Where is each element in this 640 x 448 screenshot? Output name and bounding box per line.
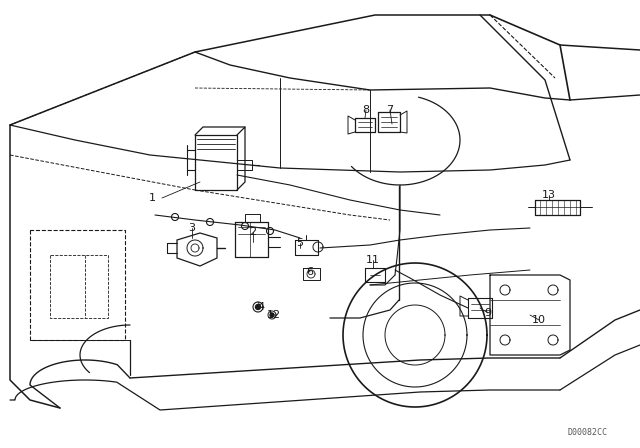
Text: 3: 3 xyxy=(189,223,195,233)
Text: 7: 7 xyxy=(387,105,394,115)
Text: 2: 2 xyxy=(250,227,257,237)
Text: 5: 5 xyxy=(296,238,303,248)
Text: 1: 1 xyxy=(148,193,156,203)
Polygon shape xyxy=(255,305,260,310)
Text: D00082CC: D00082CC xyxy=(567,427,607,436)
Text: 13: 13 xyxy=(542,190,556,200)
Text: 6: 6 xyxy=(307,267,314,277)
Polygon shape xyxy=(270,313,274,317)
Text: 9: 9 xyxy=(484,308,492,318)
Text: 10: 10 xyxy=(532,315,546,325)
Text: 11: 11 xyxy=(366,255,380,265)
Text: 8: 8 xyxy=(362,105,369,115)
Text: 4: 4 xyxy=(257,302,264,312)
Text: 12: 12 xyxy=(267,310,281,320)
